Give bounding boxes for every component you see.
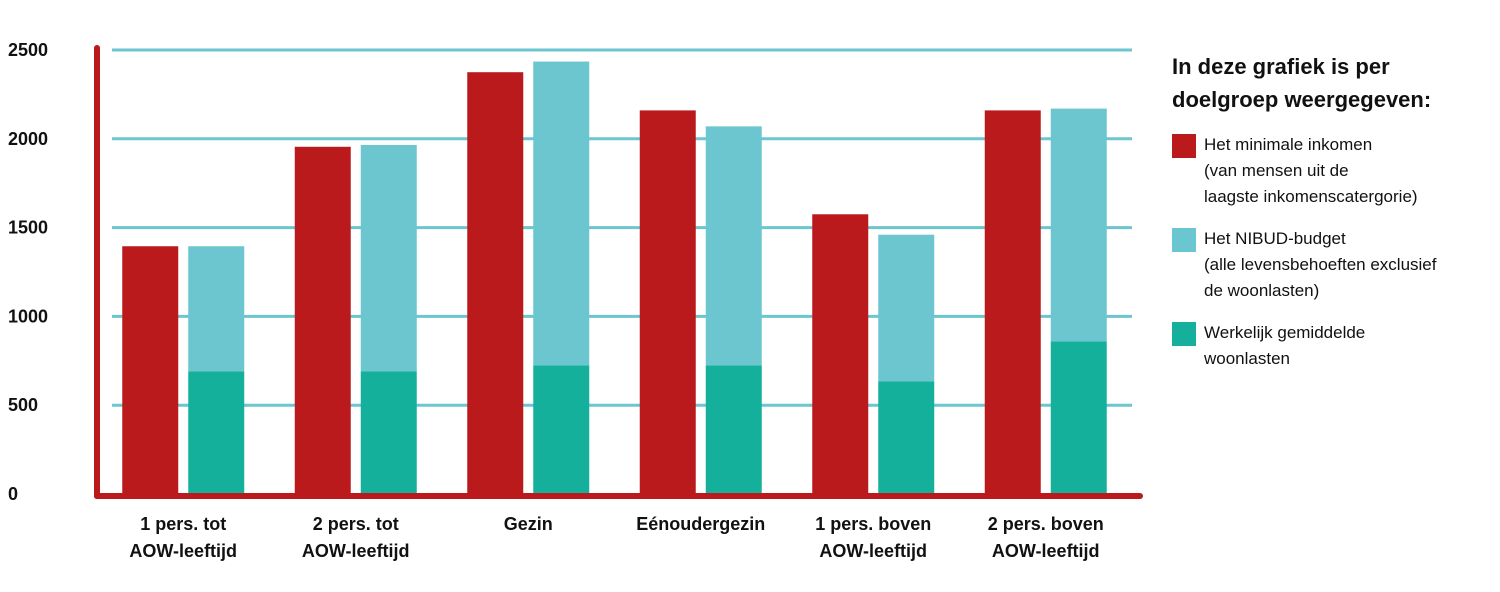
x-tick-label: AOW-leeftijd	[302, 541, 410, 561]
bar	[467, 72, 524, 494]
legend-title: In deze grafiek is per doelgroep weergeg…	[1172, 50, 1500, 116]
legend-title-line: doelgroep weergegeven:	[1172, 87, 1432, 112]
x-tick-label: 1 pers. tot	[140, 514, 226, 534]
bar	[188, 371, 245, 494]
bar	[984, 110, 1041, 494]
x-tick-label: AOW-leeftijd	[992, 541, 1100, 561]
legend-label: woonlasten	[1204, 349, 1291, 368]
legend-item-nibud-budget: Het NIBUD-budget (alle levensbehoeften e…	[1172, 226, 1500, 304]
x-tick-label: Eénoudergezin	[636, 514, 765, 534]
bar	[1050, 341, 1107, 494]
bar	[360, 371, 417, 494]
legend-label: Werkelijk gemiddelde	[1204, 323, 1366, 342]
legend-item-housing-costs: Werkelijk gemiddelde woonlasten	[1172, 320, 1500, 372]
legend-label: (alle levensbehoeften exclusief	[1204, 255, 1437, 274]
bar	[533, 61, 590, 366]
x-tick-label: AOW-leeftijd	[129, 541, 237, 561]
bar	[639, 110, 696, 494]
bar	[705, 126, 762, 366]
x-tick-label: AOW-leeftijd	[819, 541, 927, 561]
legend-swatch-lightblue	[1172, 228, 1196, 252]
legend: In deze grafiek is per doelgroep weergeg…	[1172, 50, 1500, 388]
legend-item-minimum-income: Het minimale inkomen (van mensen uit de …	[1172, 132, 1500, 210]
x-tick-label: 2 pers. boven	[988, 514, 1104, 534]
y-tick-label: 500	[8, 395, 38, 415]
bar	[188, 246, 245, 372]
legend-label: Het minimale inkomen	[1204, 135, 1373, 154]
x-tick-label: 1 pers. boven	[815, 514, 931, 534]
legend-label: (van mensen uit de	[1204, 161, 1349, 180]
legend-label: Het NIBUD-budget	[1204, 229, 1346, 248]
y-tick-label: 2000	[8, 129, 48, 149]
bar	[533, 365, 590, 494]
y-tick-label: 1500	[8, 218, 48, 238]
bar	[705, 365, 762, 494]
legend-swatch-red	[1172, 134, 1196, 158]
legend-title-line: In deze grafiek is per	[1172, 54, 1390, 79]
x-tick-label: Gezin	[504, 514, 553, 534]
y-tick-label: 0	[8, 484, 18, 504]
bar-chart: 0 500 1000 1500 2000 2500 1 pers. tot AOW-leeft…	[8, 40, 1143, 561]
x-tick-label: 2 pers. tot	[313, 514, 399, 534]
bar	[122, 246, 179, 494]
bar	[878, 234, 935, 382]
bar	[878, 381, 935, 494]
legend-swatch-teal	[1172, 322, 1196, 346]
y-tick-label: 2500	[8, 40, 48, 60]
bar	[812, 214, 869, 494]
legend-label: laagste inkomenscatergorie)	[1204, 187, 1418, 206]
legend-label: de woonlasten)	[1204, 281, 1320, 300]
bar	[294, 146, 351, 495]
y-tick-label: 1000	[8, 306, 48, 326]
bar	[360, 145, 417, 372]
bar	[1050, 108, 1107, 342]
